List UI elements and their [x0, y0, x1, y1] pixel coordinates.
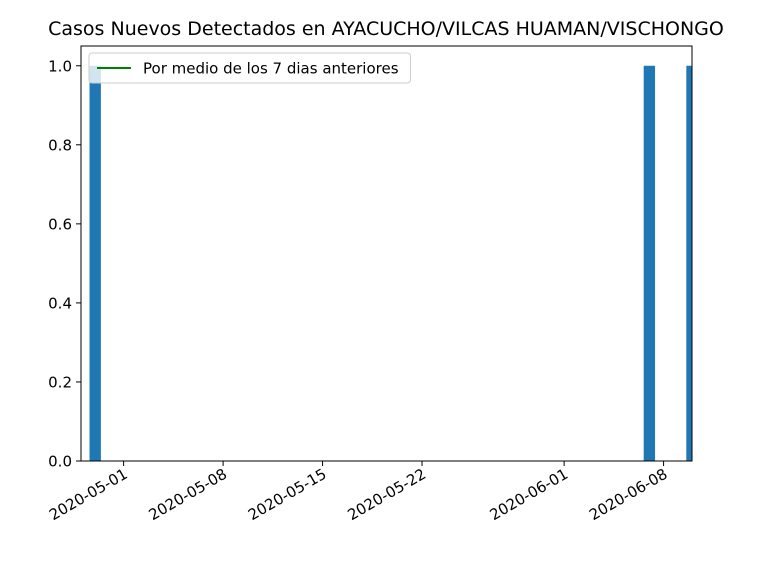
- y-tick-label: 0.4: [48, 294, 72, 312]
- y-tick-label: 1.0: [48, 57, 72, 75]
- legend-box: [88, 52, 412, 84]
- y-tick-label: 0.8: [48, 136, 72, 154]
- bar-2020-06-07: [643, 65, 656, 461]
- y-tick-label: 0.2: [48, 373, 72, 391]
- bar-2020-04-29: [89, 65, 101, 461]
- y-tick-label: 0.6: [48, 215, 72, 233]
- legend-label: Por medio de los 7 dias anteriores: [143, 60, 399, 78]
- plot-frame: [80, 45, 693, 462]
- y-tick-label: 0.0: [48, 453, 72, 471]
- bars-layer: [89, 65, 692, 461]
- legend: Por medio de los 7 dias anteriores: [88, 52, 412, 84]
- chart-title: Casos Nuevos Detectados en AYACUCHO/VILC…: [48, 18, 724, 40]
- bar-2020-06-10: [686, 65, 692, 461]
